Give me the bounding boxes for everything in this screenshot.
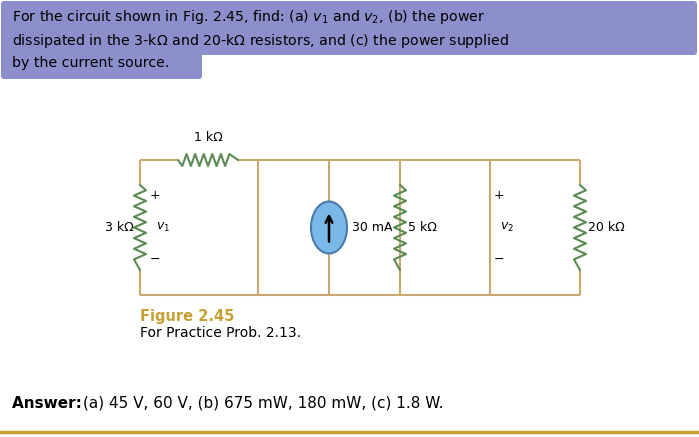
Text: 1 kΩ: 1 kΩ bbox=[194, 131, 222, 144]
Text: −: − bbox=[150, 253, 161, 266]
Text: 5 kΩ: 5 kΩ bbox=[408, 221, 437, 234]
Text: +: + bbox=[494, 189, 505, 202]
Text: −: − bbox=[494, 253, 505, 266]
Ellipse shape bbox=[311, 201, 347, 253]
FancyBboxPatch shape bbox=[1, 49, 202, 79]
Text: (a) 45 V, 60 V, (b) 675 mW, 180 mW, (c) 1.8 W.: (a) 45 V, 60 V, (b) 675 mW, 180 mW, (c) … bbox=[83, 396, 443, 411]
Text: $v_1$: $v_1$ bbox=[156, 221, 170, 234]
Text: Answer:: Answer: bbox=[12, 396, 87, 411]
Text: For Practice Prob. 2.13.: For Practice Prob. 2.13. bbox=[140, 326, 301, 340]
Text: For the circuit shown in Fig. 2.45, find: (a) $v_1$ and $v_2$, (b) the power: For the circuit shown in Fig. 2.45, find… bbox=[12, 8, 485, 26]
FancyBboxPatch shape bbox=[1, 1, 697, 31]
Text: $v_2$: $v_2$ bbox=[500, 221, 514, 234]
Text: Figure 2.45: Figure 2.45 bbox=[140, 309, 234, 324]
FancyBboxPatch shape bbox=[1, 25, 697, 55]
Text: 20 kΩ: 20 kΩ bbox=[588, 221, 625, 234]
Text: dissipated in the 3-k$\Omega$ and 20-k$\Omega$ resistors, and (c) the power supp: dissipated in the 3-k$\Omega$ and 20-k$\… bbox=[12, 32, 509, 50]
Text: +: + bbox=[150, 189, 161, 202]
Text: 30 mA: 30 mA bbox=[352, 221, 393, 234]
Text: 3 kΩ: 3 kΩ bbox=[106, 221, 134, 234]
Text: by the current source.: by the current source. bbox=[12, 56, 169, 70]
